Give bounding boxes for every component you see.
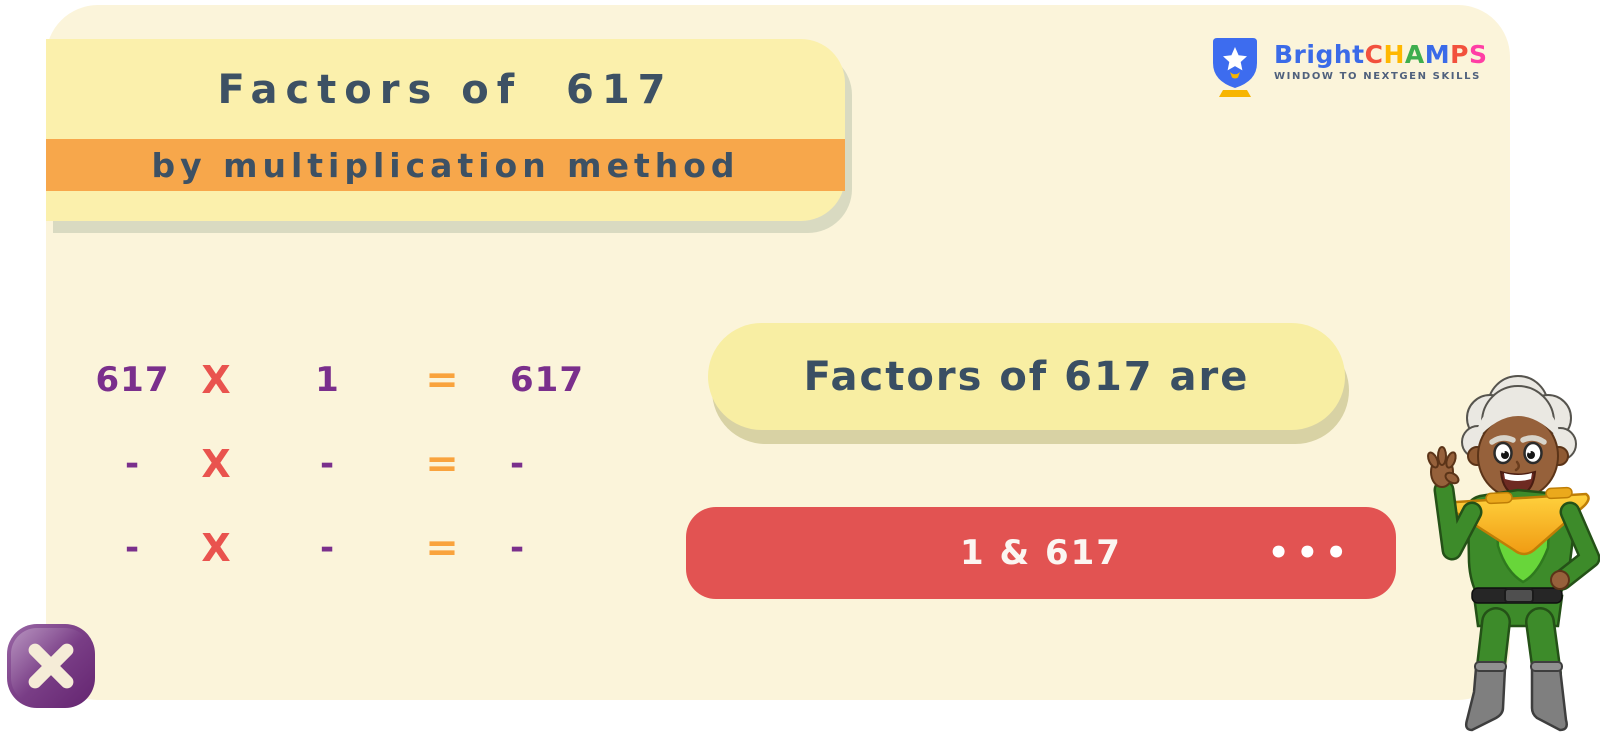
factors-value: 1 & 617: [960, 533, 1122, 573]
page-subtitle: by multiplication method: [151, 145, 740, 185]
equation-operand-2: 1: [315, 360, 339, 400]
title-subtitle-band: by multiplication method: [46, 139, 845, 191]
logo-tagline: WINDOW TO NEXTGEN SKILLS: [1274, 71, 1481, 82]
equals-icon: =: [425, 525, 459, 571]
multiply-icon: X: [201, 526, 231, 570]
factors-label: Factors of 617 are: [803, 353, 1250, 400]
equation-operand-1: -: [124, 444, 141, 484]
logo-shield-icon: [1213, 38, 1257, 97]
title-card: Factors of 617 by multiplication method: [46, 39, 845, 221]
equals-icon: =: [425, 357, 459, 403]
mascot-character: [1427, 375, 1600, 732]
factors-label-pill: Factors of 617 are: [708, 323, 1345, 430]
logo-wordmark: BrightCHAMPS: [1274, 40, 1488, 69]
equation-row: - X - = -: [95, 506, 630, 590]
page-title: Factors of 617: [217, 67, 674, 113]
multiply-icon: X: [201, 442, 231, 486]
equation-operand-1: 617: [95, 360, 170, 400]
close-button[interactable]: [7, 624, 95, 708]
equation-result: -: [510, 528, 526, 568]
equation-result: 617: [510, 360, 584, 400]
brightchamps-logo: BrightCHAMPS WINDOW TO NEXTGEN SKILLS: [1208, 36, 1488, 98]
equation-operand-2: -: [319, 444, 335, 484]
logo-text: BrightCHAMPS WINDOW TO NEXTGEN SKILLS: [1274, 36, 1488, 83]
equation-operand-1: -: [124, 528, 141, 568]
equation-result: -: [510, 444, 526, 484]
equals-icon: =: [425, 441, 459, 487]
factors-value-pill[interactable]: 1 & 617 •••: [686, 507, 1396, 599]
equation-row: - X - = -: [95, 422, 630, 506]
equation-operand-2: -: [319, 528, 335, 568]
multiply-icon: X: [201, 358, 231, 402]
equation-row: 617 X 1 = 617: [95, 338, 630, 422]
equations-list: 617 X 1 = 617 - X - = - - X - = -: [95, 338, 630, 590]
